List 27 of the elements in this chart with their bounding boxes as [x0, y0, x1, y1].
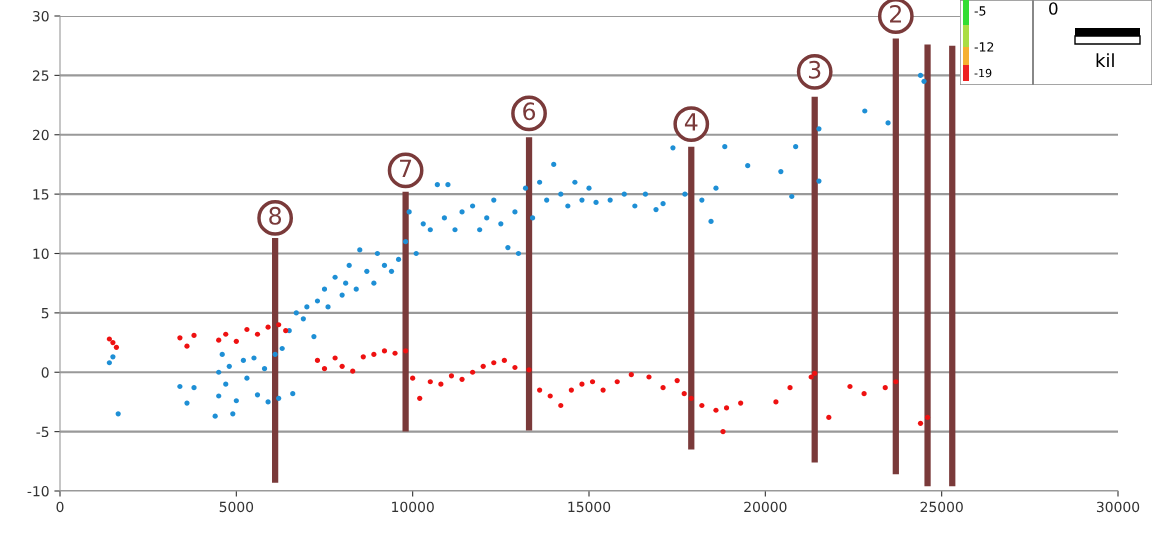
annotation: 7 — [400, 159, 412, 177]
x-tick-label: 15000 — [568, 501, 611, 513]
x-tick-label: 20000 — [744, 501, 787, 513]
y-tick-label: 30 — [32, 10, 49, 22]
y-tick-label: 10 — [33, 248, 49, 259]
x-tick-label: 5000 — [219, 501, 254, 513]
y-tick-label: 25 — [32, 70, 49, 81]
y-tick-label: 0 — [41, 367, 49, 378]
x-tick-label: 0 — [56, 501, 64, 513]
annotation: 3 — [809, 60, 821, 79]
y-tick-label: 5 — [41, 308, 49, 319]
y-tick-label: -10 — [27, 485, 49, 497]
annotation: kil — [1096, 53, 1114, 67]
x-tick-label: 10000 — [392, 501, 434, 513]
text: -5 — [974, 6, 986, 16]
y-tick-label: -5 — [36, 426, 49, 438]
annotation: 4 — [684, 113, 698, 131]
annotation: 2 — [890, 4, 901, 23]
annotation: -12 — [974, 42, 994, 52]
text: 0 — [1049, 2, 1058, 15]
x-tick-label: 25000 — [920, 501, 963, 513]
annotation: -19 — [974, 68, 992, 78]
y-tick-label: 15 — [33, 189, 49, 200]
annotation: 6 — [523, 102, 536, 121]
x-tick-label: 30000 — [1096, 501, 1140, 513]
y-tick-label: 20 — [32, 129, 49, 141]
annotation: 8 — [269, 206, 282, 225]
